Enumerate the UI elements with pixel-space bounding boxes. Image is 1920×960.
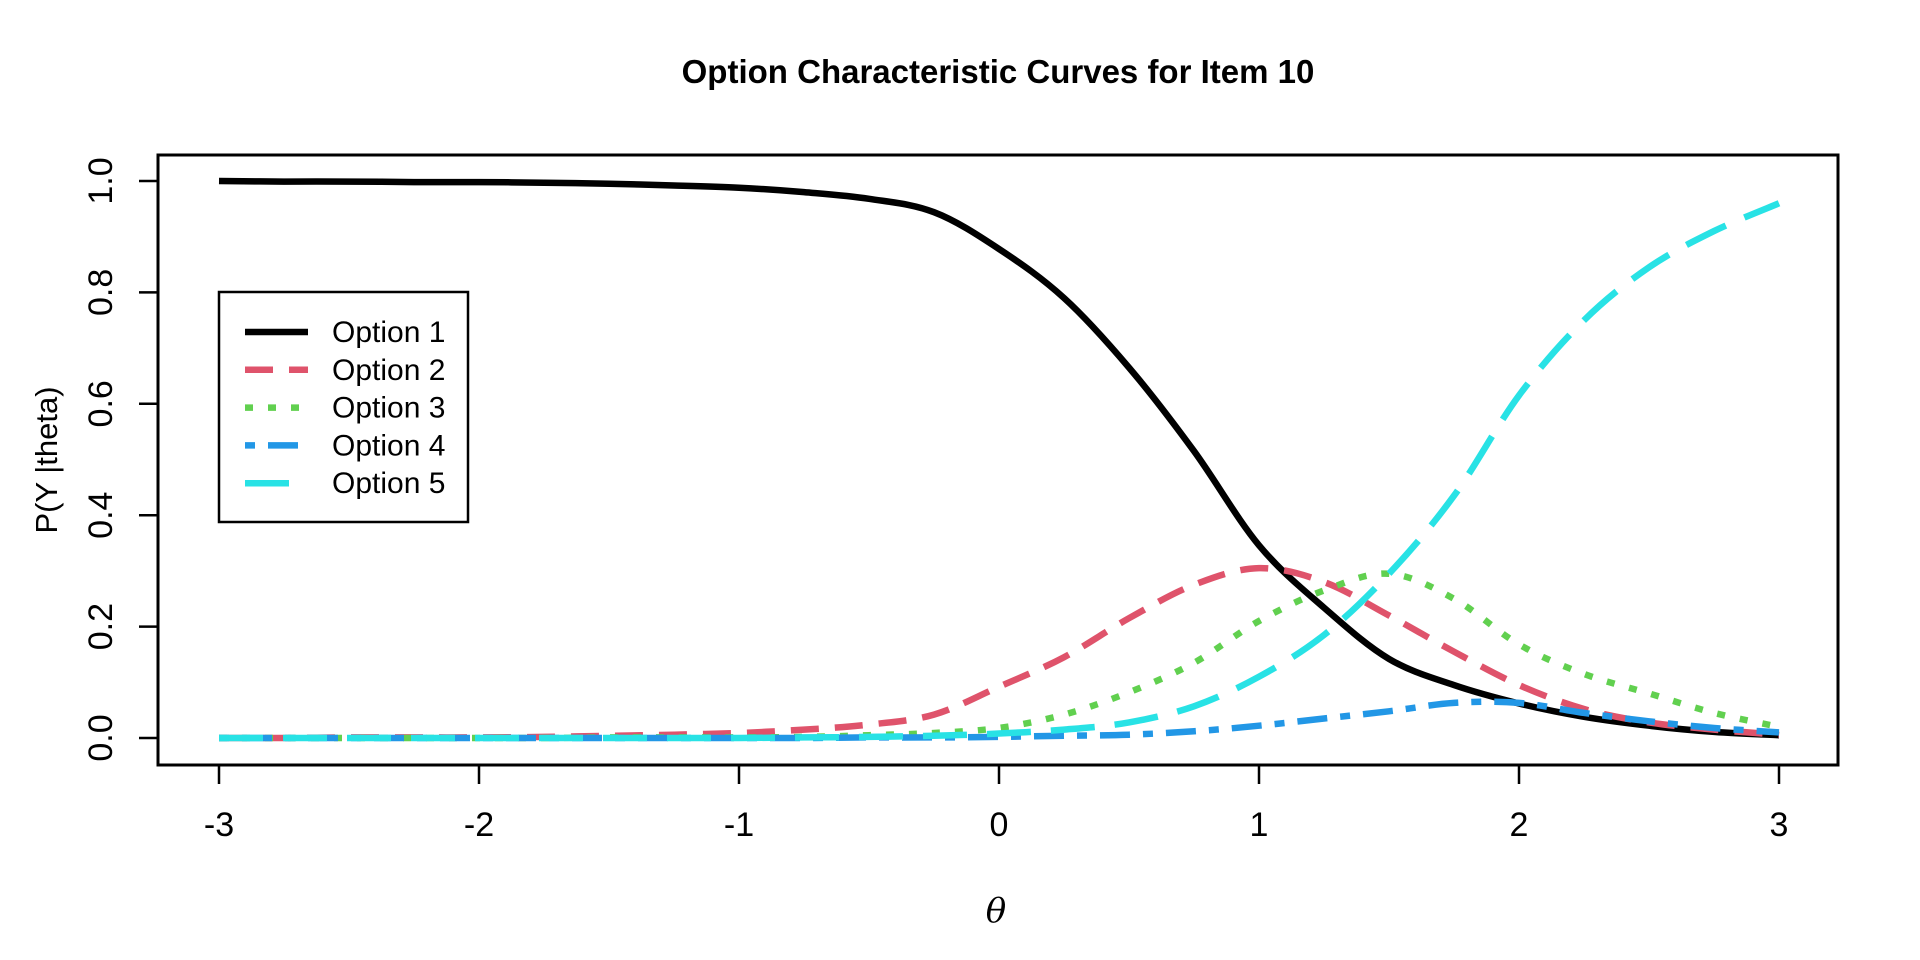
legend: Option 1 Option 2 Option 3 Option 4 Option 5 <box>217 290 470 524</box>
x-tick-label: -2 <box>464 806 494 844</box>
legend-label-option-5: Option 5 <box>332 467 445 500</box>
y-tick-label: 1.0 <box>82 157 120 204</box>
curves-group <box>218 177 1781 742</box>
y-tick-label: 0.0 <box>82 714 120 761</box>
x-tick-label: -1 <box>724 806 754 844</box>
curve-option-3 <box>219 570 1780 742</box>
plot-title: Option Characteristic Curves for Item 10 <box>682 53 1315 90</box>
x-tick-label: -3 <box>204 806 234 844</box>
curve-option-4 <box>219 698 1780 742</box>
x-axis: -3 -2 -1 0 1 2 3 <box>204 765 1789 844</box>
x-tick-label: 3 <box>1770 806 1789 844</box>
y-tick-label: 0.8 <box>82 269 120 316</box>
y-axis-label: P(Y |theta) <box>29 386 64 533</box>
x-tick-label: 1 <box>1250 806 1269 844</box>
y-axis: 0.0 0.2 0.4 0.6 0.8 1.0 <box>82 157 158 762</box>
y-tick-label: 0.4 <box>82 492 120 539</box>
x-tick-label: 0 <box>990 806 1009 844</box>
curve-option-5 <box>219 200 1781 742</box>
legend-label-option-2: Option 2 <box>332 354 445 387</box>
x-tick-label: 2 <box>1510 806 1529 844</box>
legend-rows: Option 1 Option 2 Option 3 Option 4 Option 5 <box>245 316 445 500</box>
legend-label-option-4: Option 4 <box>332 429 445 462</box>
y-tick-label: 0.6 <box>82 380 120 427</box>
legend-label-option-1: Option 1 <box>332 316 445 349</box>
y-tick-label: 0.2 <box>82 603 120 650</box>
x-axis-label: θ <box>986 891 1006 931</box>
legend-label-option-3: Option 3 <box>332 392 445 425</box>
